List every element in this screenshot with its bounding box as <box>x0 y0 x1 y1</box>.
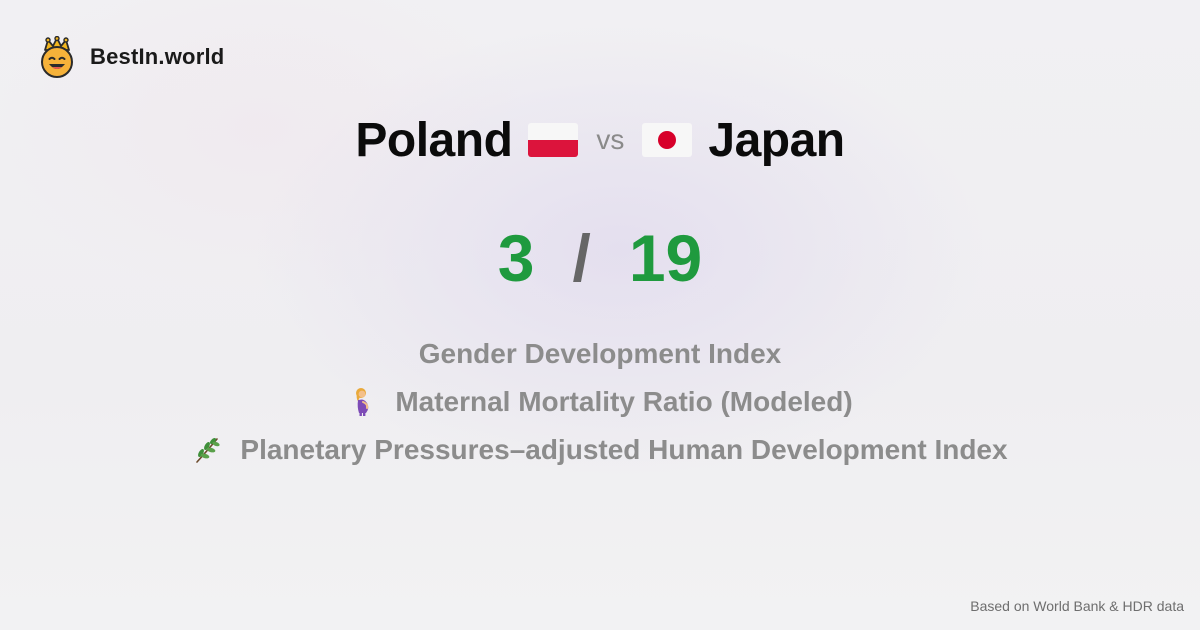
japan-flag-icon <box>642 123 693 157</box>
data-source-note: Based on World Bank & HDR data <box>970 598 1184 614</box>
vs-label: vs <box>596 124 625 155</box>
metric-item: Gender Development Index <box>419 338 782 370</box>
score-right: 19 <box>628 221 703 295</box>
metric-label: Maternal Mortality Ratio (Modeled) <box>395 386 853 417</box>
comparison-title: Poland vs Japan <box>0 110 1200 170</box>
brand-name: BestIn.world <box>90 44 225 69</box>
score-left: 3 <box>497 221 535 295</box>
pregnant-woman-icon <box>356 388 369 416</box>
country-right-name: Japan <box>708 113 845 167</box>
score-display: 3 / 19 <box>0 218 1200 298</box>
score-separator: / <box>572 221 591 295</box>
poland-flag-icon <box>528 123 579 157</box>
crown-smiley-icon <box>41 36 73 78</box>
herb-icon <box>196 437 221 463</box>
metric-item: Planetary Pressures–adjusted Human Devel… <box>192 434 1008 466</box>
brand[interactable]: BestIn.world <box>38 36 224 78</box>
metric-label: Planetary Pressures–adjusted Human Devel… <box>240 434 1008 465</box>
metric-label: Gender Development Index <box>418 338 782 369</box>
metrics-list: Gender Development Index Maternal Mortal… <box>0 338 1200 466</box>
metric-item: Maternal Mortality Ratio (Modeled) <box>347 386 853 418</box>
country-left-name: Poland <box>355 113 513 167</box>
